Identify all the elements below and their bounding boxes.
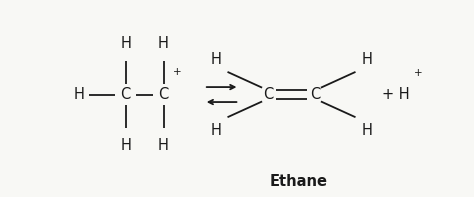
Text: +: + [414, 68, 423, 78]
Text: H: H [210, 123, 221, 138]
Text: H: H [210, 52, 221, 67]
Text: H: H [120, 138, 131, 153]
Text: Ethane: Ethane [270, 174, 328, 189]
Text: C: C [158, 87, 169, 102]
Text: H: H [362, 123, 373, 138]
Text: + H: + H [382, 87, 410, 102]
Text: H: H [362, 52, 373, 67]
Text: +: + [173, 67, 181, 77]
Text: H: H [158, 36, 169, 51]
Text: H: H [73, 87, 84, 102]
Text: H: H [120, 36, 131, 51]
Text: C: C [120, 87, 131, 102]
Text: H: H [158, 138, 169, 153]
Text: C: C [263, 87, 273, 102]
Text: C: C [310, 87, 320, 102]
